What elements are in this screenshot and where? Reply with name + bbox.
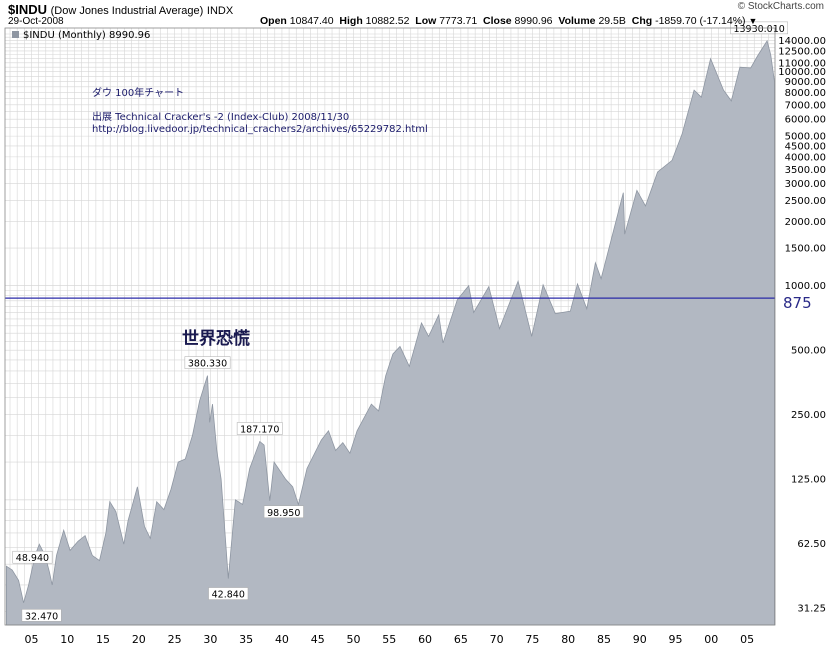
- y-tick-label: 6000.00: [785, 115, 826, 126]
- plot-border: [4, 27, 776, 626]
- y-tick-label: 2000.00: [785, 217, 826, 228]
- x-tick-label: 95: [669, 633, 683, 646]
- y-tick-label: 3500.00: [785, 165, 826, 176]
- high-label: High: [339, 15, 363, 27]
- data-label: 32.470: [25, 611, 58, 622]
- ticker-title: $INDU (Dow Jones Industrial Average) IND…: [8, 2, 233, 17]
- brand-logo[interactable]: © StockCharts.com: [737, 1, 824, 12]
- x-tick-label: 70: [490, 633, 504, 646]
- x-tick-label: 00: [704, 633, 718, 646]
- price-area: [6, 39, 775, 626]
- high-value: 10882.52: [365, 15, 410, 27]
- volume-value: 29.5B: [598, 15, 626, 27]
- annotation-title: ダウ 100年チャート: [92, 86, 184, 99]
- ticker-symbol: $INDU: [8, 2, 48, 17]
- annotation-source: 出展 Technical Cracker's -2 (Index-Club) 2…: [92, 110, 349, 123]
- horizontal-line-label: 875: [783, 294, 812, 312]
- x-tick-label: 55: [382, 633, 396, 646]
- ticker-exchange: INDX: [206, 5, 234, 17]
- data-label-box: [208, 587, 249, 600]
- y-axis-ticks: 31.25 62.50 125.00 250.00 500.00 1000.00 1500.…: [778, 36, 826, 614]
- x-axis-ticks: 05 10 15 20 25 30 35 40 45 50 55 60 65 70 75 80 85 90 95 00…: [24, 633, 754, 646]
- chart-date: 29-Oct-2008: [8, 16, 64, 27]
- data-label: 380.330: [188, 359, 227, 370]
- y-tick-label: 11000.00: [778, 58, 826, 69]
- y-tick-label: 250.00: [791, 410, 826, 421]
- x-tick-label: 50: [347, 633, 361, 646]
- x-tick-label: 75: [525, 633, 539, 646]
- x-tick-label: 25: [168, 633, 182, 646]
- y-tick-label: 8000.00: [785, 88, 826, 99]
- y-tick-label: 10000.00: [778, 67, 826, 78]
- y-tick-label: 500.00: [791, 346, 826, 357]
- y-tick-label: 4500.00: [785, 141, 826, 152]
- data-label-box: [263, 505, 304, 519]
- y-tick-label: 7000.00: [785, 100, 826, 111]
- data-label-box: [21, 609, 62, 622]
- y-tick-label: 1000.00: [785, 281, 826, 292]
- x-tick-label: 40: [275, 633, 289, 646]
- y-tick-label: 5000.00: [785, 132, 826, 143]
- x-tick-label: 85: [597, 633, 611, 646]
- open-label: Open: [260, 15, 287, 27]
- y-tick-label: 31.25: [797, 603, 826, 614]
- ticker-name: (Dow Jones Industrial Average): [50, 5, 204, 17]
- y-tick-label: 3000.00: [785, 179, 826, 190]
- x-tick-label: 15: [96, 633, 110, 646]
- y-tick-label: 1500.00: [785, 244, 826, 255]
- x-tick-label: 80: [561, 633, 575, 646]
- open-value: 10847.40: [289, 15, 334, 27]
- data-label-box: [236, 422, 283, 435]
- x-tick-label: 10: [60, 633, 74, 646]
- data-label: 13930.010: [733, 24, 784, 35]
- annotation-url: http://blog.livedoor.jp/technical_crache…: [92, 124, 428, 135]
- y-tick-label: 2500.00: [785, 196, 826, 207]
- y-tick-label: 14000.00: [778, 36, 826, 47]
- close-label: Close: [483, 15, 512, 27]
- data-label: 98.950: [267, 508, 300, 519]
- close-value: 8990.96: [514, 15, 553, 27]
- data-label-box: [184, 356, 231, 369]
- x-tick-label: 45: [311, 633, 325, 646]
- low-value: 7773.71: [439, 15, 478, 27]
- x-tick-label: 90: [633, 633, 647, 646]
- x-tick-label: 60: [418, 633, 432, 646]
- data-label: 48.940: [16, 553, 49, 564]
- low-label: Low: [415, 15, 437, 27]
- annotation-depression: 世界恐慌: [182, 328, 250, 349]
- volume-label: Volume: [558, 15, 596, 27]
- data-label: 187.170: [240, 425, 279, 436]
- chg-label: Chg: [631, 15, 653, 27]
- x-tick-label: 05: [24, 633, 38, 646]
- data-label: 42.840: [212, 590, 245, 601]
- data-label-box: [12, 550, 53, 564]
- y-tick-label: 12500.00: [778, 46, 826, 57]
- chg-value: -1859.70 (-17.14%): [655, 15, 746, 27]
- ohlc-bar: Open 10847.40 High 10882.52 Low 7773.71 …: [260, 15, 757, 27]
- legend-label: $INDU (Monthly) 8990.96: [23, 30, 150, 41]
- y-tick-label: 62.50: [797, 539, 826, 550]
- dropdown-arrow-icon[interactable]: ▼: [748, 16, 758, 26]
- x-tick-label: 35: [239, 633, 253, 646]
- y-tick-label: 4000.00: [785, 152, 826, 163]
- x-tick-label: 20: [132, 633, 146, 646]
- y-tick-label: 125.00: [791, 475, 826, 486]
- x-tick-label: 30: [203, 633, 217, 646]
- x-tick-label: 05: [740, 633, 754, 646]
- y-tick-label: 9000.00: [785, 77, 826, 88]
- legend-swatch: [12, 31, 19, 38]
- x-tick-label: 65: [454, 633, 468, 646]
